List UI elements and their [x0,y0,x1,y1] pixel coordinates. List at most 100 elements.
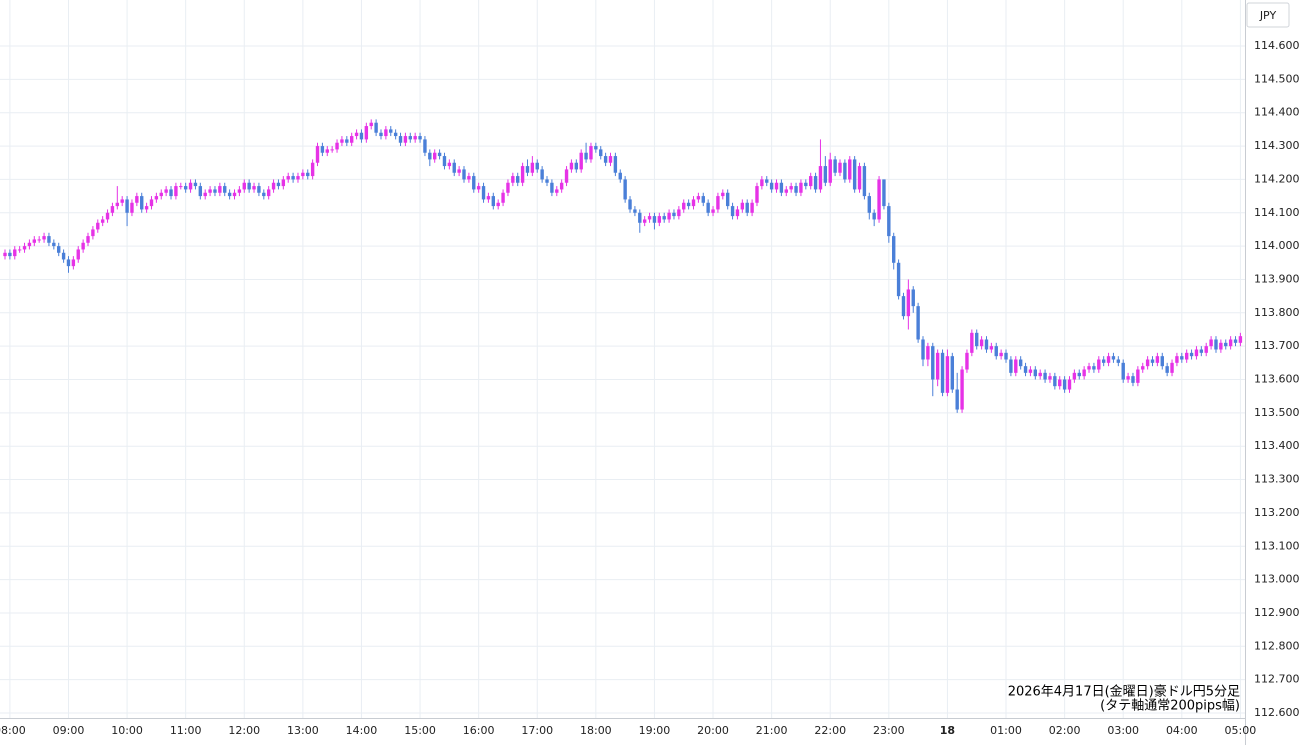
candle-body [169,189,173,197]
candle-body [843,162,847,180]
candle-body [306,172,310,177]
candle-body [301,172,305,177]
candle-body [970,332,974,353]
candle-body [594,146,598,150]
candle-body [257,186,261,193]
candle-body [906,289,911,317]
candle-body [735,209,740,217]
candle-body [418,136,422,140]
y-tick-label: 113.900 [1254,272,1300,285]
candle-body [1023,366,1028,373]
candle-body [1087,366,1091,370]
axis-labels: 112.600 112.700 112.800 112.900 113.000 113.1… [0,39,1300,737]
x-tick-label: 15:00 [404,724,436,737]
candle-body [1136,369,1140,383]
candle-body [252,186,256,190]
candle-body [574,162,579,170]
candle-body [164,189,168,193]
candle-body [237,189,242,193]
candle-body [384,129,388,137]
candle-body [354,132,359,137]
candle-body [472,176,476,190]
candle-body [296,176,300,180]
x-tick-label: 21:00 [756,724,788,737]
candle-body [872,212,876,220]
candle-body [96,222,100,230]
candle-body [618,172,622,180]
candle-body [979,339,984,347]
candle-body [149,199,154,207]
y-tick-label: 113.800 [1254,306,1300,319]
candle-body [711,209,715,213]
candle-body [193,182,198,187]
y-tick-label: 113.500 [1254,406,1300,419]
candle-body [652,216,657,223]
candle-body [1160,356,1164,367]
candle-body [266,189,271,197]
candle-body [37,239,41,241]
candle-body [1165,366,1169,373]
x-tick-label: 05:00 [1225,724,1257,737]
candle-body [833,159,837,173]
candle-body [457,169,461,173]
candle-body [1004,352,1008,360]
candle-body [613,156,618,173]
candle-body [3,252,7,257]
candle-body [1224,342,1228,347]
annotation: (タテ軸通常200pips幅) [1100,699,1240,714]
candle-body [491,196,496,207]
candle-body [105,212,110,220]
candle-body [1058,379,1062,387]
candle-body [428,152,432,160]
candle-body [506,182,510,193]
candle-body [779,182,784,193]
candle-body [1180,356,1184,360]
candle-body [1189,352,1194,357]
candle-body [1194,349,1199,357]
candle-body [633,209,637,213]
candle-body [926,346,930,360]
x-tick-label: 23:00 [873,724,905,737]
candle-body [340,139,344,143]
candle-body [730,206,735,217]
candle-body [218,186,222,193]
candle-body [1209,339,1213,347]
candle-body [999,352,1003,357]
candle-body [1048,376,1052,380]
candle-body [1082,369,1086,377]
candle-body [71,259,76,267]
candle-body [882,179,886,207]
candle-body [628,199,632,210]
candle-body [838,162,842,173]
candle-body [677,209,681,217]
candle-body [1014,359,1018,373]
candle-body [379,132,383,137]
candle-body [901,296,906,317]
y-tick-label: 114.400 [1254,106,1300,119]
candle-body [154,196,159,200]
y-tick-label: 114.300 [1254,139,1300,152]
candle-body [315,146,320,163]
candle-body [657,216,662,223]
candle-body [462,169,466,180]
y-tick-label: 114.000 [1254,239,1300,252]
candle-body [247,182,251,190]
x-tick-label: 18:00 [580,724,612,737]
currency-label: JPY [1259,9,1277,22]
candle-body [691,199,696,207]
y-tick-label: 114.100 [1254,206,1300,219]
candle-body [130,202,134,213]
candle-body [559,182,564,190]
candle-body [975,332,979,347]
candle-body [584,152,588,160]
candle-body [1033,369,1038,377]
candle-body [769,182,774,190]
x-tick-label: 17:00 [521,724,553,737]
candle-body [608,156,613,163]
x-tick-label: 11:00 [170,724,202,737]
candle-body [1097,359,1101,370]
candle-body [110,206,115,213]
candle-body [1009,359,1013,373]
candle-body [1106,356,1111,363]
